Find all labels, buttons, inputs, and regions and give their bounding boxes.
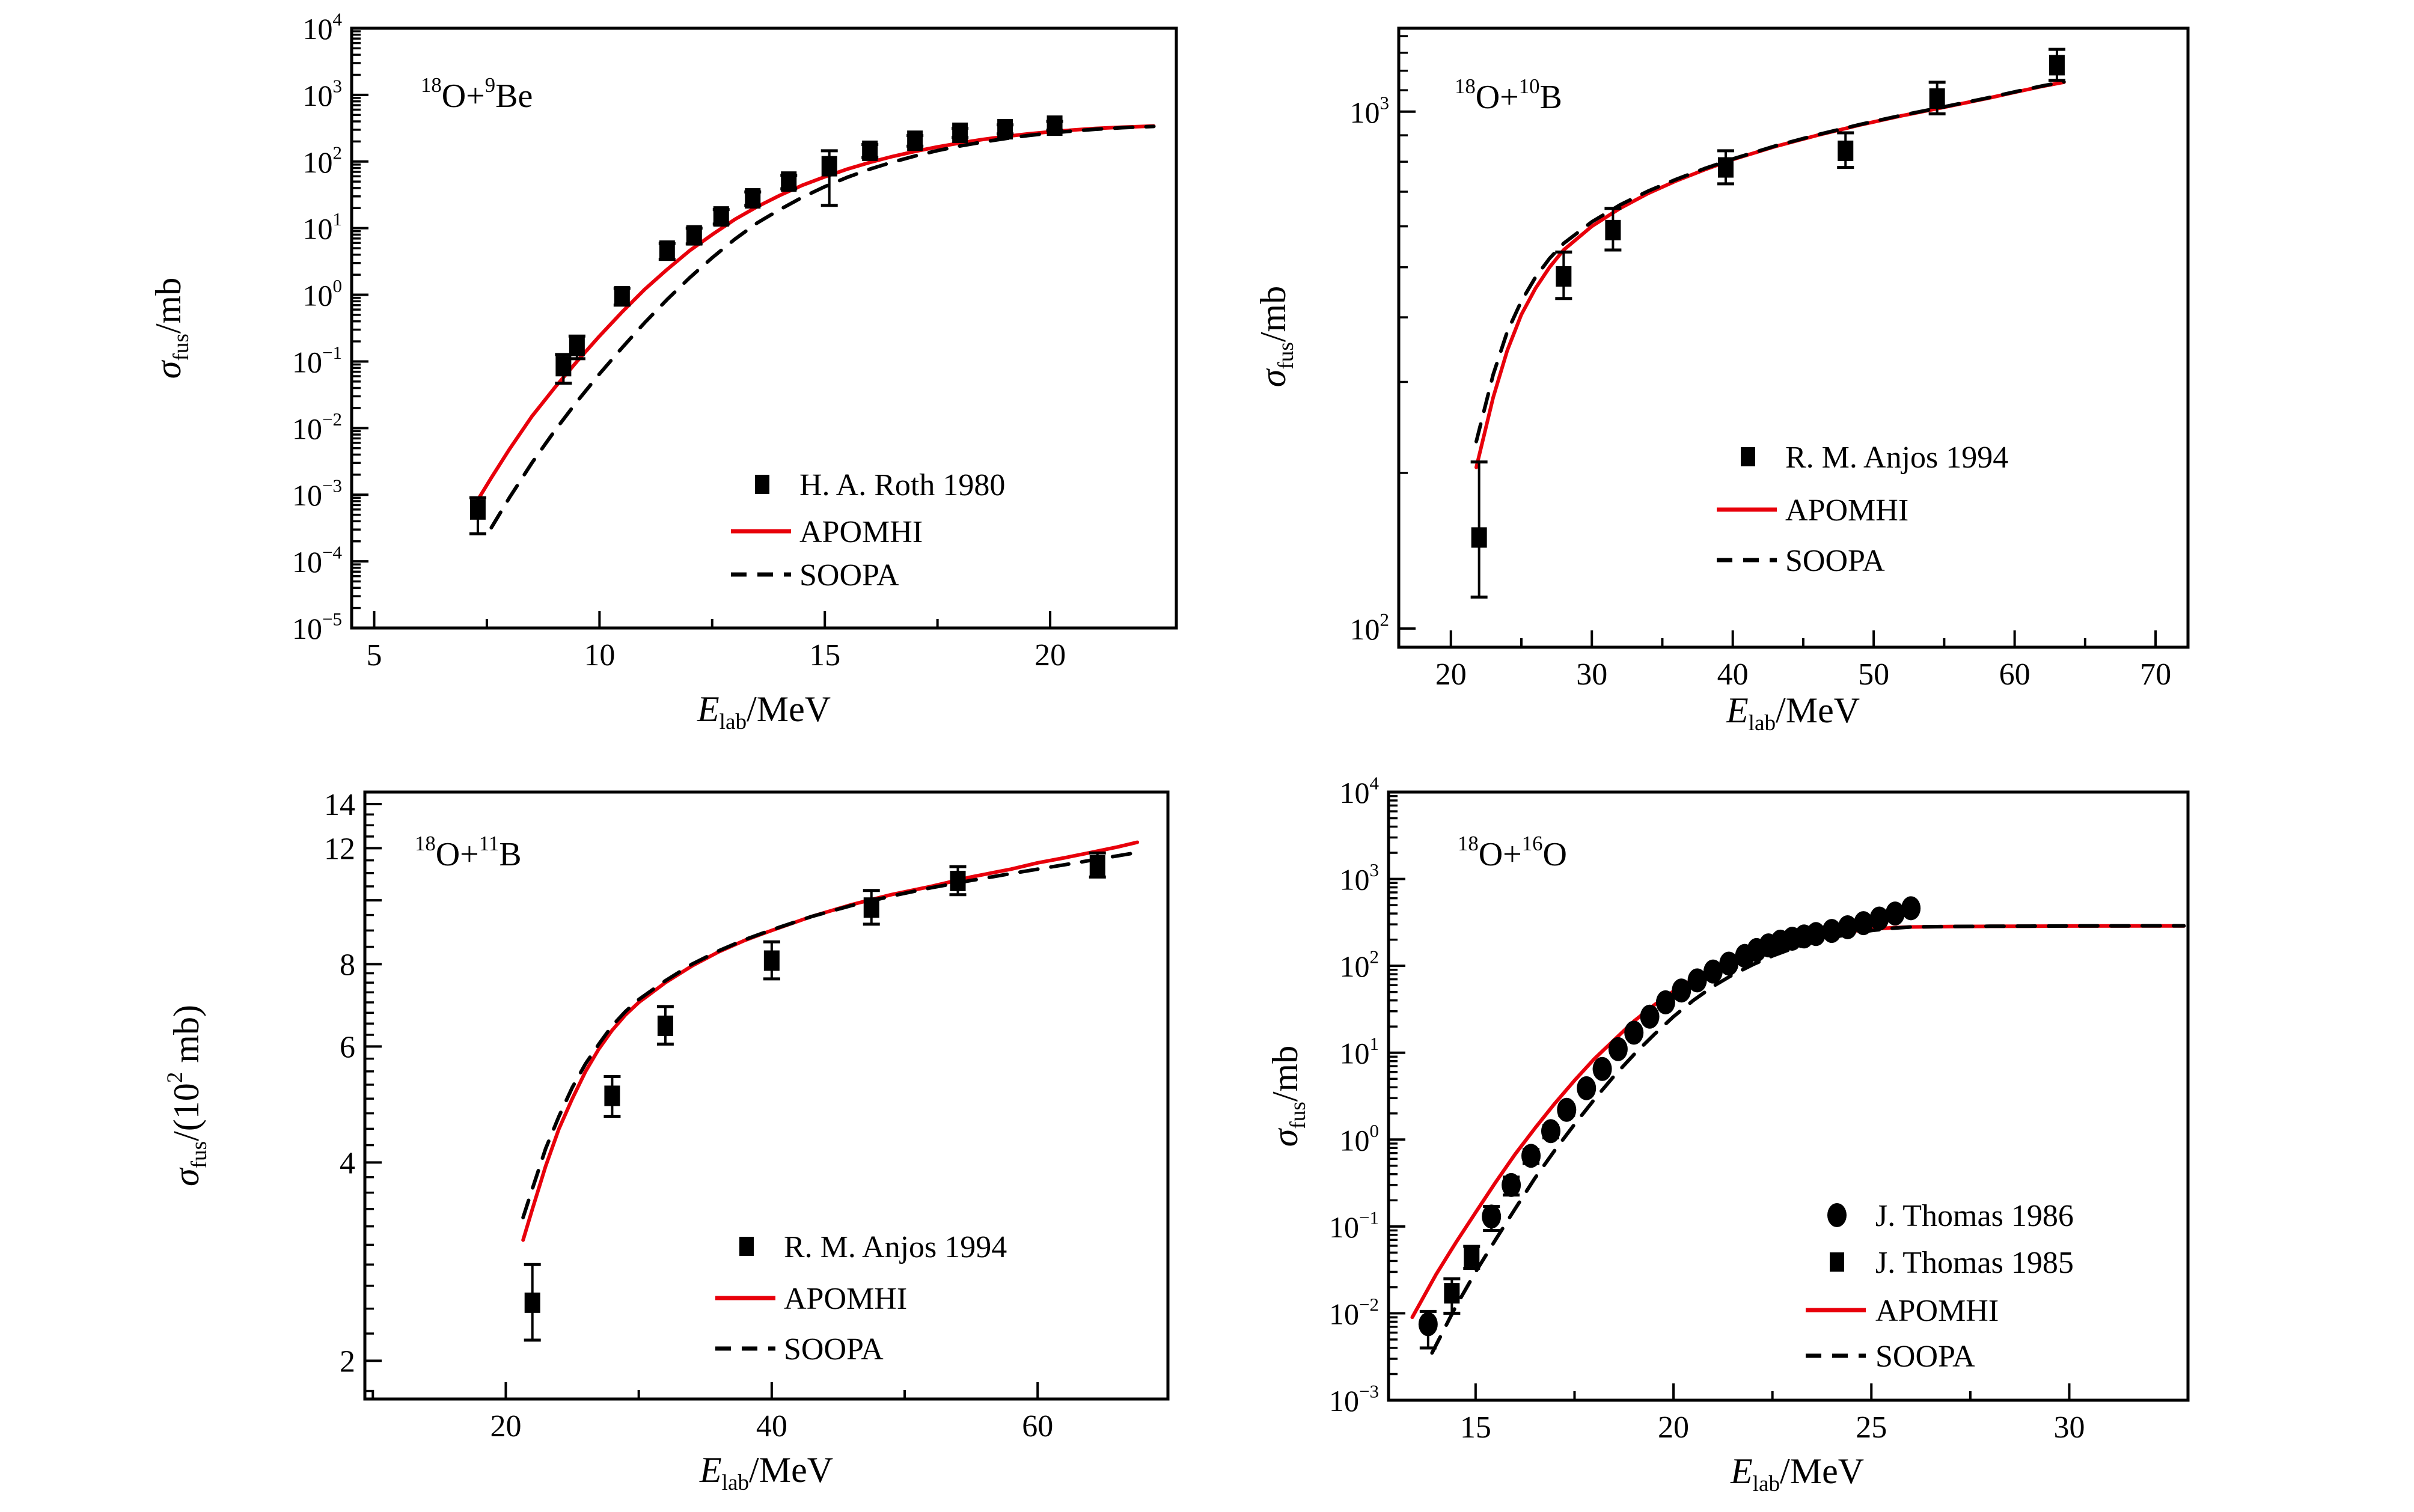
y-tick-label: 10−2 xyxy=(1329,1294,1379,1331)
legend-label: APOMHI xyxy=(1875,1294,1999,1328)
legend: H. A. Roth 1980 APOMHI SOOPA xyxy=(731,468,1005,593)
legend-label: SOOPA xyxy=(799,558,899,593)
series-soopa xyxy=(1430,924,2186,1355)
legend: R. M. Anjos 1994 APOMHI SOOPA xyxy=(1717,440,2008,578)
y-tick-label: 8 xyxy=(340,948,355,982)
x-tick-label: 30 xyxy=(2053,1410,2085,1445)
x-tick-label: 10 xyxy=(584,638,615,672)
x-tick-label: 20 xyxy=(1435,657,1467,692)
series-soopa xyxy=(521,850,1140,1219)
x-tick-label: 20 xyxy=(490,1409,521,1443)
x-tick-label: 15 xyxy=(1460,1410,1491,1445)
y-tick-label: 103 xyxy=(1350,92,1390,129)
y-tick-label: 10−1 xyxy=(292,342,342,379)
axes: 20 30 40 50 60 70 103 102 xyxy=(1350,26,2190,692)
panel-O18-Be9: 5 10 15 20 104 103 102 101 100 10−1 10−2 10−3 10−4 10… xyxy=(148,9,1178,734)
y-tick-label: 12 xyxy=(324,832,355,866)
legend-square-marker xyxy=(1830,1252,1844,1272)
legend-square-marker xyxy=(1741,447,1755,466)
y-tick-label: 10−3 xyxy=(292,475,342,513)
legend-label: APOMHI xyxy=(784,1282,907,1316)
y-tick-label: 4 xyxy=(340,1146,355,1180)
series-apomhi xyxy=(1474,80,2066,469)
y-tick-label: 14 xyxy=(324,788,355,822)
x-axis-title: Elab/MeV xyxy=(697,689,831,734)
x-axis-title: Elab/MeV xyxy=(699,1450,833,1495)
x-tick-label: 70 xyxy=(2140,657,2171,692)
series-j-thomas-1986 xyxy=(1418,896,1921,1350)
x-tick-label: 60 xyxy=(1999,657,2031,692)
legend-label: H. A. Roth 1980 xyxy=(799,468,1005,502)
x-tick-label: 15 xyxy=(809,638,840,672)
series-soopa xyxy=(1474,80,2066,444)
axes: 5 10 15 20 104 103 102 101 100 10−1 10−2 10−3 10−4 10… xyxy=(292,9,1178,672)
y-axis-title: σfus/(102 mb) xyxy=(163,1005,212,1186)
y-tick-label: 104 xyxy=(303,9,343,46)
axes: 20 40 60 2 4 6 8 12 14 xyxy=(324,788,1170,1443)
series-r-m-anjos-1994 xyxy=(524,851,1106,1342)
x-axis-title: Elab/MeV xyxy=(1726,690,1860,736)
panel-O18-B11: 20 40 60 2 4 6 8 12 14 R. M. Anjos 1994 APOMHI SOOP… xyxy=(163,788,1170,1495)
legend-square-marker xyxy=(755,475,769,494)
legend-label: APOMHI xyxy=(799,515,923,549)
x-tick-label: 20 xyxy=(1034,638,1066,672)
legend-label: J. Thomas 1985 xyxy=(1875,1246,2074,1280)
y-tick-label: 10−1 xyxy=(1329,1207,1379,1244)
y-tick-label: 100 xyxy=(1340,1120,1380,1157)
y-tick-label: 10−4 xyxy=(292,542,342,579)
y-tick-label: 101 xyxy=(1340,1033,1380,1070)
y-tick-label: 102 xyxy=(1340,947,1380,984)
series-apomhi xyxy=(471,124,1156,509)
y-tick-label: 10−2 xyxy=(292,409,342,446)
y-tick-label: 104 xyxy=(1340,773,1380,810)
legend-label: R. M. Anjos 1994 xyxy=(1785,440,2008,475)
x-tick-label: 30 xyxy=(1576,657,1607,692)
series-h-a-roth-1980 xyxy=(469,115,1063,535)
x-tick-label: 60 xyxy=(1022,1409,1053,1443)
panel-title: 18O+10B xyxy=(1455,75,1562,116)
panel-title: 18O+11B xyxy=(415,832,522,873)
x-tick-label: 40 xyxy=(1717,657,1749,692)
y-tick-label: 103 xyxy=(303,75,343,112)
y-tick-label: 101 xyxy=(303,209,343,246)
y-tick-label: 102 xyxy=(1350,609,1390,646)
y-axis-title: σfus/mb xyxy=(1253,286,1298,387)
series-r-m-anjos-1994 xyxy=(1470,47,2065,599)
series-j-thomas-1985 xyxy=(1443,1245,1480,1315)
x-tick-label: 50 xyxy=(1858,657,1889,692)
panel-title: 18O+16O xyxy=(1458,832,1567,873)
x-tick-label: 5 xyxy=(366,638,382,672)
legend-label: SOOPA xyxy=(1785,544,1885,578)
y-axis-title: σfus/mb xyxy=(1265,1046,1310,1147)
y-tick-label: 10−5 xyxy=(292,609,342,646)
panel-title: 18O+9Be xyxy=(421,73,533,115)
y-tick-label: 103 xyxy=(1340,859,1380,897)
y-tick-label: 100 xyxy=(303,275,343,312)
legend-label: APOMHI xyxy=(1785,493,1908,528)
legend-label: SOOPA xyxy=(784,1332,884,1367)
series-soopa xyxy=(489,124,1156,530)
legend-square-marker xyxy=(739,1237,754,1256)
legend-label: J. Thomas 1986 xyxy=(1875,1199,2074,1233)
legend: R. M. Anjos 1994 APOMHI SOOPA xyxy=(715,1230,1007,1367)
y-tick-label: 102 xyxy=(303,142,343,179)
panel-O18-B10: 20 30 40 50 60 70 103 102 R. M. Anjos 1994 APOMHI… xyxy=(1253,26,2190,736)
x-tick-label: 40 xyxy=(756,1409,787,1443)
legend-label: R. M. Anjos 1994 xyxy=(784,1230,1007,1264)
legend: J. Thomas 1986 J. Thomas 1985 APOMHI SOOPA xyxy=(1806,1199,2074,1374)
y-tick-label: 2 xyxy=(340,1344,355,1379)
x-axis-title: Elab/MeV xyxy=(1730,1451,1864,1496)
legend-circle-marker xyxy=(1827,1203,1847,1227)
y-axis-title: σfus/mb xyxy=(148,278,194,379)
axes: 15 20 25 30 104 103 102 101 100 10−1 10−2 10−3 xyxy=(1329,773,2190,1445)
y-tick-label: 6 xyxy=(340,1030,355,1064)
x-tick-label: 20 xyxy=(1658,1410,1689,1445)
series-apomhi xyxy=(521,840,1140,1242)
panel-O18-O16: 15 20 25 30 104 103 102 101 100 10−1 10−2 10−3 J. Th… xyxy=(1265,773,2190,1496)
legend-label: SOOPA xyxy=(1875,1340,1975,1374)
x-tick-label: 25 xyxy=(1856,1410,1887,1445)
y-tick-label: 10−3 xyxy=(1329,1381,1379,1418)
